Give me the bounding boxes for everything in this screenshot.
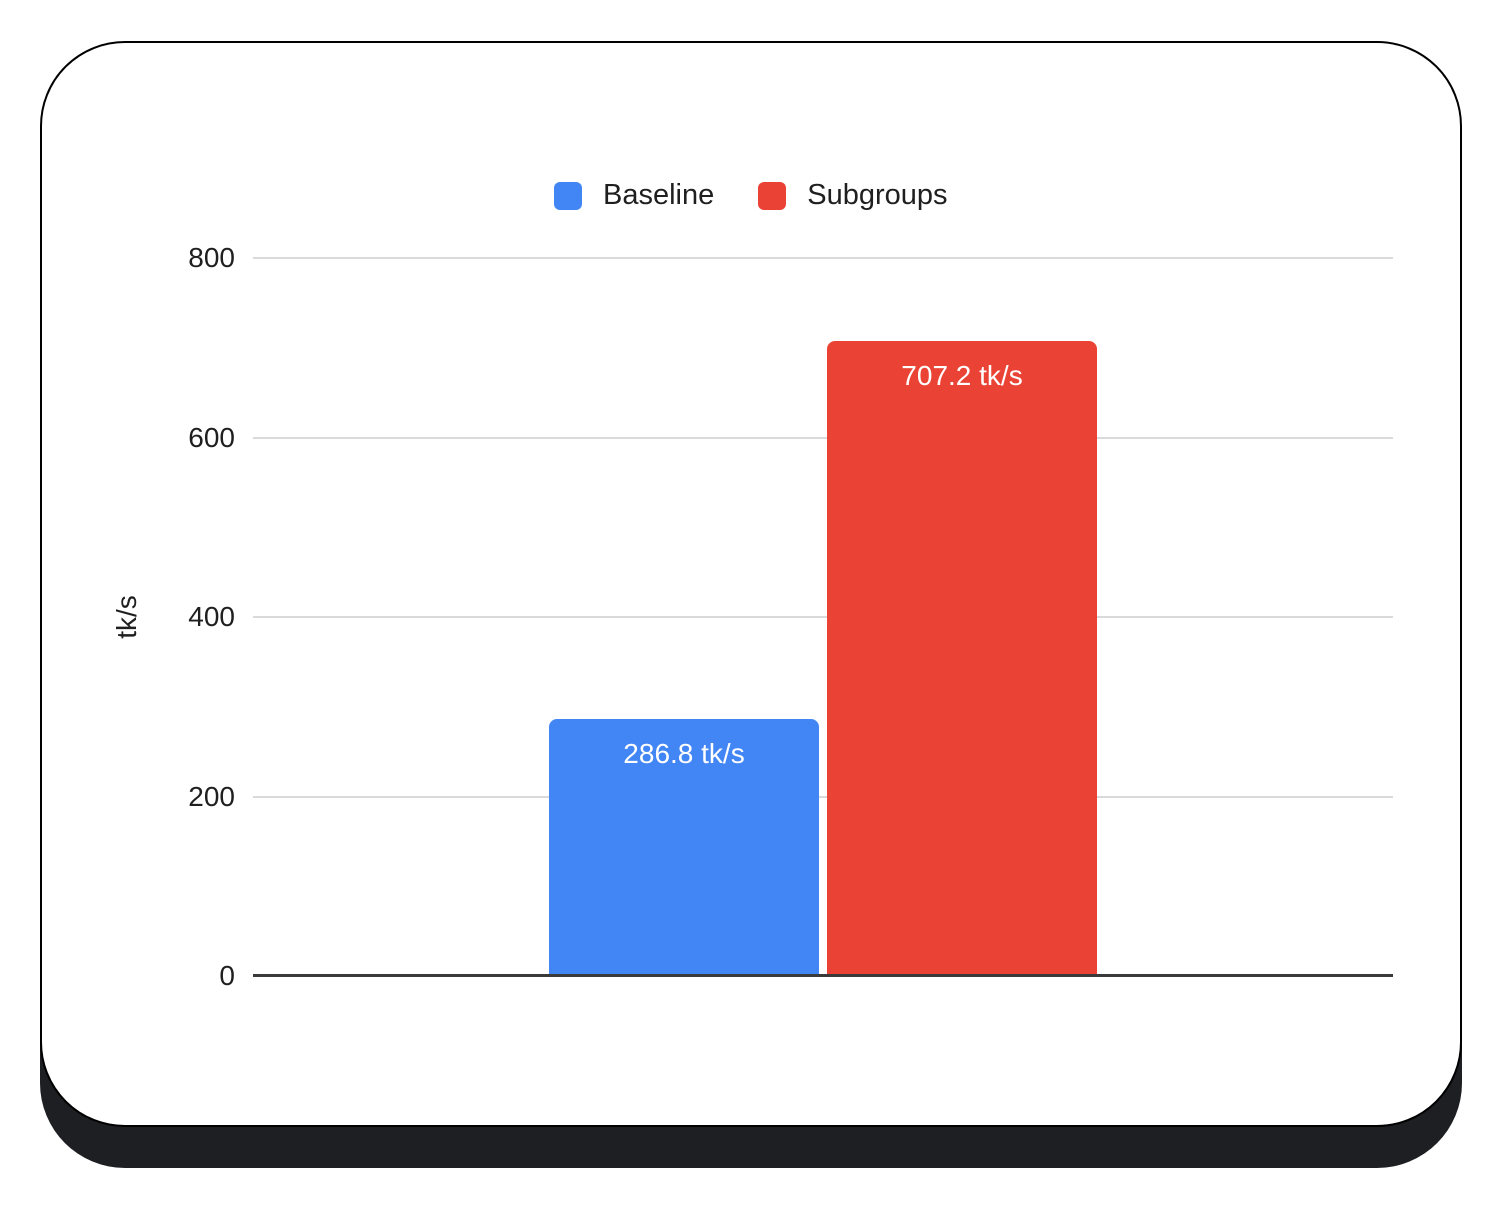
gridline-400 (253, 616, 1393, 618)
legend-item-subgroups[interactable]: Subgroups (758, 179, 948, 212)
gridline-800 (253, 257, 1393, 259)
y-tick-600: 600 (188, 421, 235, 453)
legend-label-baseline: Baseline (603, 179, 715, 211)
legend-item-baseline[interactable]: Baseline (554, 179, 714, 212)
x-axis-line (253, 974, 1393, 977)
legend-swatch-subgroups (758, 181, 787, 210)
y-tick-400: 400 (188, 601, 235, 632)
bar-baseline[interactable]: 286.8 tk/s (549, 718, 819, 976)
bar-value-label-subgroups: 707.2 tk/s (901, 360, 1023, 392)
bar-value-label-baseline: 286.8 tk/s (623, 737, 745, 769)
plot-area: 286.8 tk/s 707.2 tk/s (253, 257, 1393, 977)
chart-legend: Baseline Subgroups (554, 179, 948, 212)
y-tick-800: 800 (188, 242, 235, 273)
gridline-200 (253, 795, 1393, 798)
legend-swatch-baseline (554, 181, 582, 210)
y-tick-200: 200 (188, 780, 235, 812)
bar-subgroups[interactable]: 707.2 tk/s (827, 341, 1097, 976)
y-tick-0: 0 (219, 960, 235, 991)
legend-label-subgroups: Subgroups (807, 179, 948, 211)
gridline-600 (253, 436, 1393, 439)
